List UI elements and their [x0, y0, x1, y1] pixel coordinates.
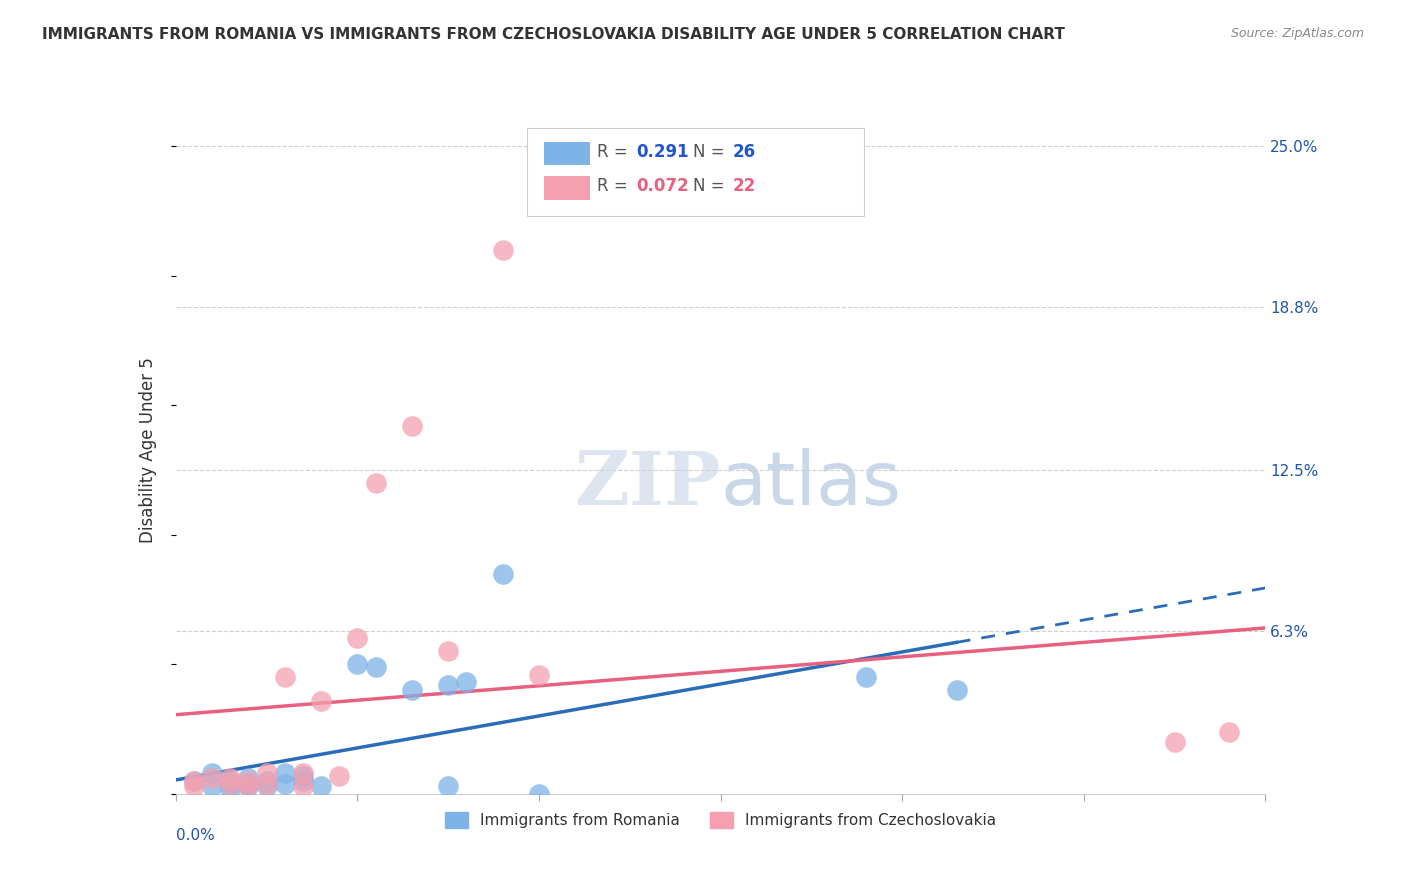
Text: 0.291: 0.291	[637, 143, 689, 161]
Text: 0.072: 0.072	[637, 177, 689, 195]
Point	[291, 769, 314, 783]
Text: Source: ZipAtlas.com: Source: ZipAtlas.com	[1230, 27, 1364, 40]
Point	[364, 475, 387, 490]
Point	[945, 683, 967, 698]
Point	[527, 667, 550, 681]
Text: R =: R =	[598, 177, 634, 195]
Text: R =: R =	[598, 143, 634, 161]
Point	[238, 779, 260, 793]
Y-axis label: Disability Age Under 5: Disability Age Under 5	[139, 358, 157, 543]
Point	[201, 772, 224, 786]
Point	[401, 683, 423, 698]
Text: ZIP: ZIP	[574, 449, 721, 521]
Point	[437, 779, 460, 793]
Point	[238, 773, 260, 788]
Point	[201, 779, 224, 793]
Point	[256, 779, 278, 793]
Point	[401, 418, 423, 433]
Point	[291, 766, 314, 780]
Point	[256, 776, 278, 790]
Point	[346, 632, 368, 646]
Text: N =: N =	[693, 177, 730, 195]
Text: atlas: atlas	[721, 449, 901, 521]
FancyBboxPatch shape	[544, 142, 591, 165]
Point	[238, 772, 260, 786]
Point	[437, 644, 460, 658]
Point	[456, 675, 478, 690]
Point	[238, 779, 260, 793]
Point	[256, 766, 278, 780]
Point	[291, 779, 314, 793]
Point	[855, 670, 877, 684]
Text: IMMIGRANTS FROM ROMANIA VS IMMIGRANTS FROM CZECHOSLOVAKIA DISABILITY AGE UNDER 5: IMMIGRANTS FROM ROMANIA VS IMMIGRANTS FR…	[42, 27, 1066, 42]
Point	[201, 766, 224, 780]
Point	[274, 670, 297, 684]
FancyBboxPatch shape	[527, 128, 865, 216]
Text: N =: N =	[693, 143, 730, 161]
Point	[274, 766, 297, 780]
Point	[256, 773, 278, 788]
Point	[328, 769, 350, 783]
Point	[364, 660, 387, 674]
Point	[527, 787, 550, 801]
Text: 22: 22	[733, 177, 756, 195]
Point	[346, 657, 368, 672]
Point	[492, 243, 515, 257]
Point	[1163, 735, 1185, 749]
Point	[238, 776, 260, 790]
Point	[183, 773, 205, 788]
Point	[183, 773, 205, 788]
Point	[437, 678, 460, 692]
Point	[309, 693, 332, 707]
FancyBboxPatch shape	[544, 177, 591, 200]
Text: 0.0%: 0.0%	[176, 828, 215, 843]
Point	[219, 772, 242, 786]
Point	[219, 773, 242, 788]
Point	[291, 773, 314, 788]
Point	[219, 776, 242, 790]
Point	[309, 779, 332, 793]
Text: 26: 26	[733, 143, 755, 161]
Legend: Immigrants from Romania, Immigrants from Czechoslovakia: Immigrants from Romania, Immigrants from…	[439, 806, 1002, 834]
Point	[219, 781, 242, 796]
Point	[219, 776, 242, 790]
Point	[492, 566, 515, 581]
Point	[183, 779, 205, 793]
Point	[1218, 724, 1240, 739]
Point	[274, 776, 297, 790]
